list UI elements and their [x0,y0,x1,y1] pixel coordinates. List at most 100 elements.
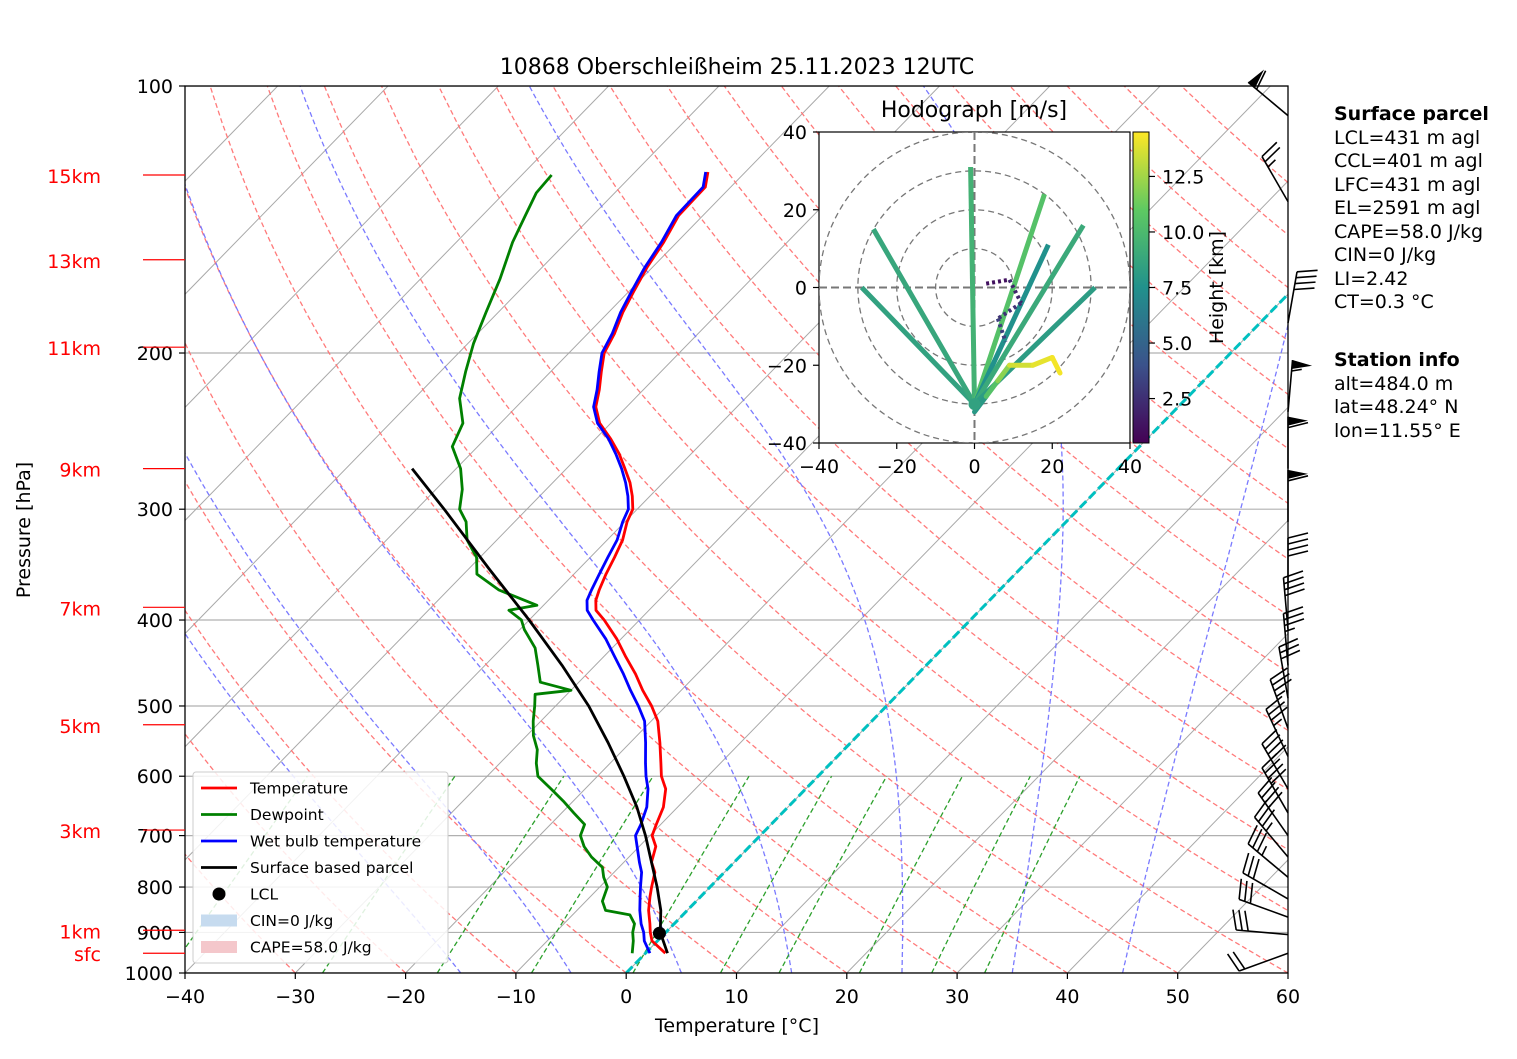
hodograph-x-tick-label: 0 [968,456,980,478]
x-tick-label: 20 [835,986,859,1008]
legend-label: CAPE=58.0 J/kg [250,939,372,957]
parcel-line [411,467,669,954]
surface-parcel-info: Surface parcel LCL=431 m agl CCL=401 m a… [1334,103,1489,315]
y-tick-label: 900 [137,922,173,944]
x-tick-label: −30 [275,986,315,1008]
dry-adiabat-line [266,86,1068,973]
wind-barb [1247,69,1289,117]
mixing-ratio-line [778,775,888,973]
x-tick-label: 60 [1276,986,1300,1008]
height-label: 7km [59,598,101,620]
isotherm-line [956,632,1288,973]
x-tick-label: 0 [620,986,632,1008]
legend-label: Wet bulb temperature [250,833,421,851]
station-info-title: Station info [1334,349,1460,371]
hodograph-segment [972,243,1051,406]
el-value: EL=2591 m agl [1334,197,1481,219]
legend-label: Dewpoint [250,806,324,824]
hodograph-segment [1030,354,1055,368]
wind-barb [1261,752,1289,814]
y-tick-label: 300 [137,499,173,521]
hodograph-y-tick-label: 0 [795,278,807,300]
station-latitude: lat=48.24° N [1334,396,1459,418]
hodograph-colorbar [1132,131,1150,444]
legend-swatch [201,914,237,927]
hodograph-x-tick-label: −40 [799,456,839,478]
wind-barb [1282,570,1305,630]
zero-isotherm-line [625,292,1288,973]
hodograph-title: Hodograph [m/s] [881,98,1067,123]
wind-barb [1287,469,1309,522]
wind-barb [1232,909,1289,936]
hodograph-segment [983,378,1001,399]
hodograph-segment [972,193,1047,405]
height-label: 3km [59,821,101,843]
x-tick-label: 30 [945,986,969,1008]
wind-barb [1278,637,1301,699]
hodograph-segment [972,224,1086,406]
wind-barb [1238,878,1289,918]
y-tick-label: 1000 [125,963,173,985]
isotherm-line [185,86,720,635]
colorbar-tick-label: 7.5 [1162,278,1192,300]
height-label: sfc [74,944,101,966]
cin-value: CIN=0 J/kg [1334,244,1437,266]
mixing-ratio-line [436,775,565,973]
legend-label: LCL [250,886,278,904]
wind-barb [1226,951,1289,972]
wind-barb [1265,695,1289,757]
moist-adiabat-line [185,451,572,973]
isotherm-line [185,86,830,748]
ccl-value: CCL=401 m agl [1334,150,1483,172]
legend-box [192,771,449,964]
hodograph-segment [995,362,1012,384]
hodograph-y-tick-label: 40 [783,122,807,144]
height-label: 5km [59,716,101,738]
chart-title: 10868 Oberschleißheim 25.11.2023 12UTC [500,55,975,80]
moist-adiabat-line [185,182,682,973]
mixing-ratio-line [632,775,750,973]
hodograph-y-tick-label: −40 [767,433,807,455]
wind-barb [1247,824,1289,878]
lcl-value: LCL=431 m agl [1334,126,1481,149]
mixing-ratio-line [858,775,963,973]
wetbulb-line [585,171,708,954]
legend-label: Temperature [249,780,348,798]
mixing-ratio-line [984,775,1081,973]
height-label: 11km [47,338,101,360]
hodograph-segment [1007,278,1023,304]
dry-adiabat-line [380,86,1288,973]
y-tick-label: 700 [137,826,173,848]
colorbar-tick-label: 5.0 [1162,333,1192,355]
hodograph-x-tick-label: −20 [877,456,917,478]
x-tick-label: 50 [1166,986,1190,1008]
colorbar-label: Height [km] [1206,231,1228,344]
moist-adiabat-line [528,86,904,973]
lcl-marker [652,926,666,940]
lfc-value: LFC=431 m agl [1334,173,1481,196]
colorbar-tick-label: 2.5 [1162,389,1192,411]
wind-barb [1287,269,1318,324]
station-longitude: lon=11.55° E [1334,419,1461,442]
x-tick-label: −20 [386,986,426,1008]
surface-parcel-title: Surface parcel [1334,103,1489,125]
y-tick-label: 100 [137,76,173,98]
isotherm-line [846,519,1288,973]
wind-barb [1287,359,1313,412]
isotherm-line [185,86,499,409]
hodograph-y-tick-label: 20 [783,200,807,222]
dry-adiabat-line [185,341,737,973]
wind-barb [1269,667,1292,729]
dry-adiabat-line [323,86,1179,973]
dry-adiabat-line [495,86,1288,851]
hodograph-segment [1049,354,1063,376]
hodograph-origin [968,398,981,411]
wind-barb [1261,141,1289,203]
hodograph-segment [871,227,977,406]
isotherm-line [515,180,1288,973]
moist-adiabat-line [1121,322,1288,973]
hodograph-segment [985,277,1010,286]
li-value: LI=2.42 [1334,267,1409,290]
hodograph-x-tick-label: 40 [1118,456,1142,478]
